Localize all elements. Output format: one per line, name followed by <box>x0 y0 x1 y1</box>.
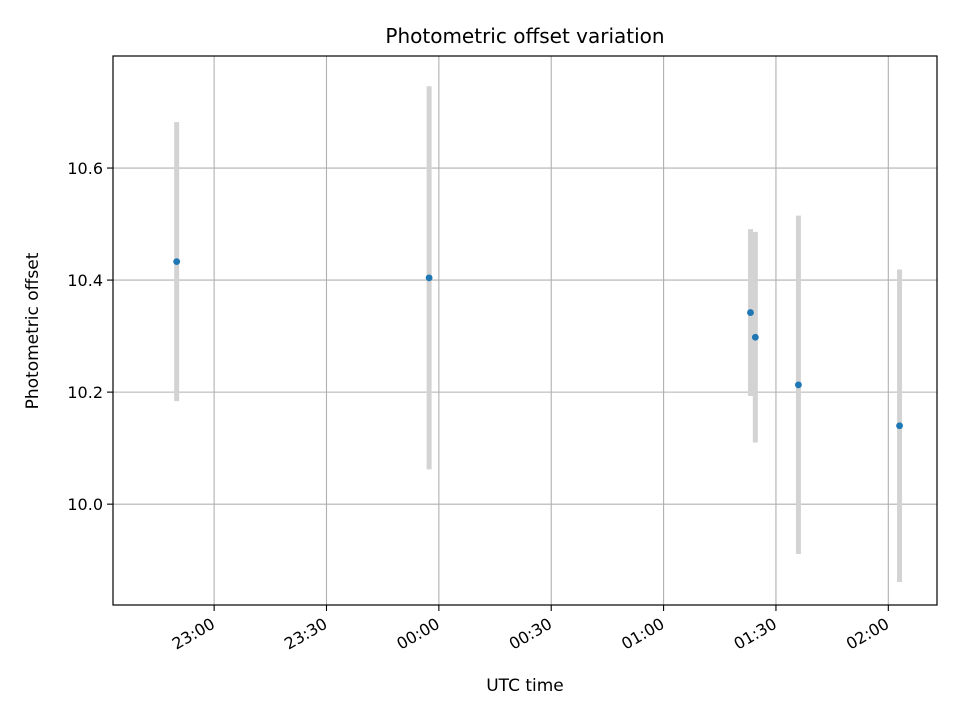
y-tick-label: 10.0 <box>67 495 103 514</box>
data-point <box>795 381 802 389</box>
chart-title: Photometric offset variation <box>385 24 664 48</box>
data-point <box>747 309 754 316</box>
x-axis-label: UTC time <box>486 676 564 696</box>
y-axis-ticks: 10.0 10.2 10.4 10.6 <box>67 159 113 514</box>
plot-area <box>113 56 937 605</box>
data-points <box>173 258 903 430</box>
y-tick-label: 10.6 <box>67 159 103 178</box>
y-tick-label: 10.4 <box>67 271 103 290</box>
data-point <box>751 333 759 341</box>
data-point <box>896 422 903 430</box>
data-point <box>173 258 181 265</box>
y-axis-label: Photometric offset <box>23 252 43 409</box>
y-tick-label: 10.2 <box>67 383 103 402</box>
data-point <box>425 274 433 282</box>
plot-frame <box>112 55 938 606</box>
